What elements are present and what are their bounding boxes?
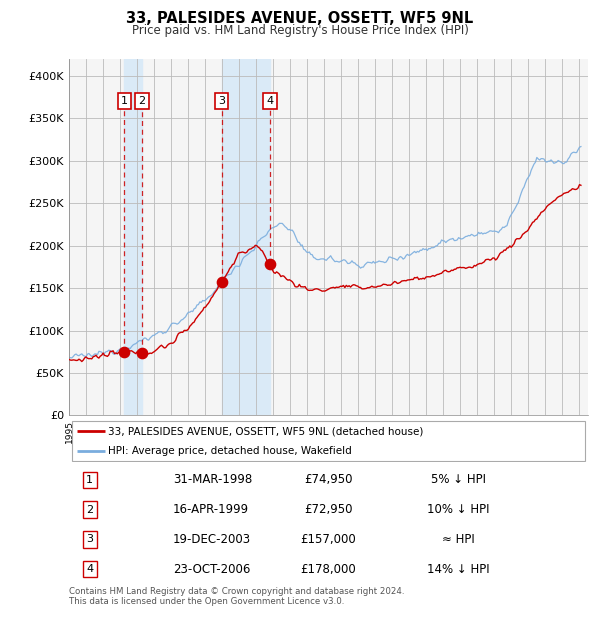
Text: 3: 3 bbox=[86, 534, 93, 544]
Point bbox=[119, 347, 129, 356]
Text: Price paid vs. HM Land Registry's House Price Index (HPI): Price paid vs. HM Land Registry's House … bbox=[131, 24, 469, 37]
Text: £157,000: £157,000 bbox=[301, 533, 356, 546]
Text: 23-OCT-2006: 23-OCT-2006 bbox=[173, 563, 250, 575]
Bar bbox=[221, 59, 270, 415]
Text: 4: 4 bbox=[266, 96, 274, 107]
Text: 3: 3 bbox=[218, 96, 225, 107]
Text: Contains HM Land Registry data © Crown copyright and database right 2024.
This d: Contains HM Land Registry data © Crown c… bbox=[69, 587, 404, 606]
Text: ≈ HPI: ≈ HPI bbox=[442, 533, 475, 546]
Text: 1: 1 bbox=[86, 475, 93, 485]
Text: HPI: Average price, detached house, Wakefield: HPI: Average price, detached house, Wake… bbox=[108, 446, 352, 456]
Text: 2: 2 bbox=[86, 505, 94, 515]
Text: 31-MAR-1998: 31-MAR-1998 bbox=[173, 474, 252, 486]
Text: 14% ↓ HPI: 14% ↓ HPI bbox=[427, 563, 490, 575]
Text: £74,950: £74,950 bbox=[304, 474, 353, 486]
Text: 5% ↓ HPI: 5% ↓ HPI bbox=[431, 474, 486, 486]
Text: 16-APR-1999: 16-APR-1999 bbox=[173, 503, 249, 516]
Point bbox=[265, 259, 275, 269]
Text: 33, PALESIDES AVENUE, OSSETT, WF5 9NL (detached house): 33, PALESIDES AVENUE, OSSETT, WF5 9NL (d… bbox=[108, 426, 424, 436]
Text: 4: 4 bbox=[86, 564, 94, 574]
Text: 1: 1 bbox=[121, 96, 128, 107]
Text: 19-DEC-2003: 19-DEC-2003 bbox=[173, 533, 251, 546]
Point bbox=[137, 348, 147, 358]
Text: £72,950: £72,950 bbox=[304, 503, 353, 516]
Text: 10% ↓ HPI: 10% ↓ HPI bbox=[427, 503, 490, 516]
Text: 2: 2 bbox=[139, 96, 146, 107]
Text: 33, PALESIDES AVENUE, OSSETT, WF5 9NL: 33, PALESIDES AVENUE, OSSETT, WF5 9NL bbox=[127, 11, 473, 26]
Text: £178,000: £178,000 bbox=[301, 563, 356, 575]
Point bbox=[217, 277, 226, 287]
Bar bbox=[124, 59, 142, 415]
